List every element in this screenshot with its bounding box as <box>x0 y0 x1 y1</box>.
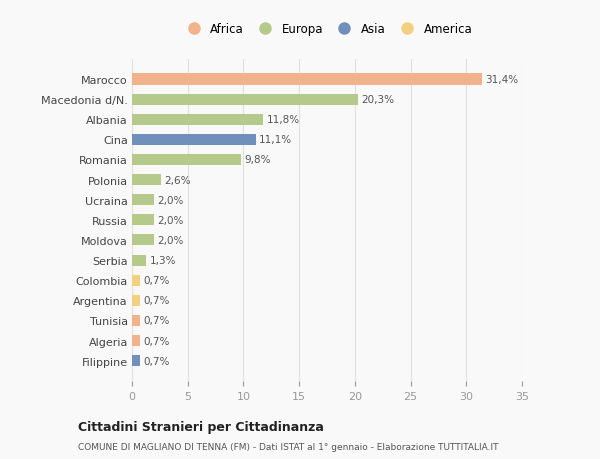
Bar <box>132 315 140 326</box>
Bar <box>132 215 154 226</box>
Bar <box>132 95 358 106</box>
Text: 31,4%: 31,4% <box>485 75 518 85</box>
Text: 11,1%: 11,1% <box>259 135 292 145</box>
Bar <box>132 355 140 366</box>
Bar <box>132 335 140 346</box>
Bar <box>132 195 154 206</box>
Bar <box>132 155 241 166</box>
Text: 0,7%: 0,7% <box>143 316 170 326</box>
Text: 20,3%: 20,3% <box>362 95 395 105</box>
Text: Cittadini Stranieri per Cittadinanza: Cittadini Stranieri per Cittadinanza <box>78 420 324 433</box>
Text: 2,0%: 2,0% <box>158 235 184 246</box>
Legend: Africa, Europa, Asia, America: Africa, Europa, Asia, America <box>179 21 475 38</box>
Bar <box>132 255 146 266</box>
Bar <box>132 235 154 246</box>
Text: 9,8%: 9,8% <box>245 155 271 165</box>
Text: 1,3%: 1,3% <box>150 256 176 265</box>
Text: 11,8%: 11,8% <box>267 115 300 125</box>
Bar <box>132 275 140 286</box>
Bar <box>132 174 161 186</box>
Text: 0,7%: 0,7% <box>143 296 170 306</box>
Bar <box>132 114 263 125</box>
Text: 2,6%: 2,6% <box>164 175 191 185</box>
Bar <box>132 74 482 85</box>
Text: 2,0%: 2,0% <box>158 215 184 225</box>
Text: 0,7%: 0,7% <box>143 356 170 366</box>
Text: COMUNE DI MAGLIANO DI TENNA (FM) - Dati ISTAT al 1° gennaio - Elaborazione TUTTI: COMUNE DI MAGLIANO DI TENNA (FM) - Dati … <box>78 442 499 451</box>
Text: 0,7%: 0,7% <box>143 336 170 346</box>
Bar <box>132 134 256 146</box>
Bar <box>132 295 140 306</box>
Text: 0,7%: 0,7% <box>143 275 170 285</box>
Text: 2,0%: 2,0% <box>158 195 184 205</box>
